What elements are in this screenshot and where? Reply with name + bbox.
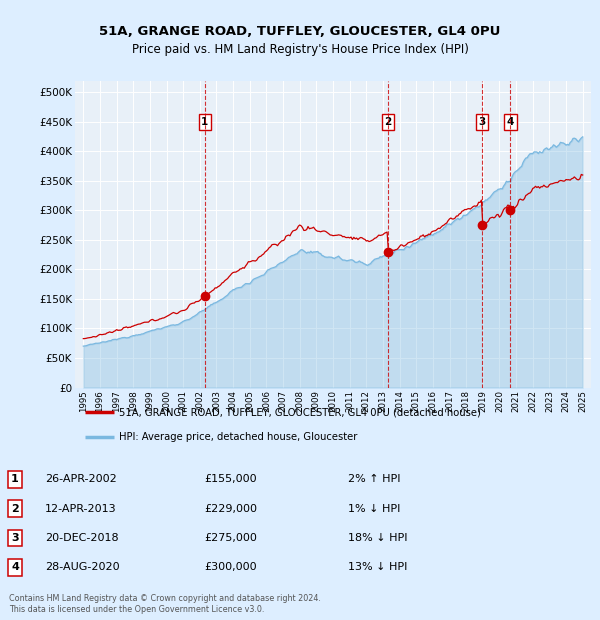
Text: 26-APR-2002: 26-APR-2002 xyxy=(45,474,117,484)
Text: 18% ↓ HPI: 18% ↓ HPI xyxy=(348,533,407,543)
Text: 1: 1 xyxy=(201,117,208,127)
Text: Contains HM Land Registry data © Crown copyright and database right 2024.: Contains HM Land Registry data © Crown c… xyxy=(9,595,321,603)
Text: 2: 2 xyxy=(385,117,392,127)
Text: 3: 3 xyxy=(478,117,485,127)
Text: 1: 1 xyxy=(11,474,19,484)
Text: £155,000: £155,000 xyxy=(204,474,257,484)
Text: Price paid vs. HM Land Registry's House Price Index (HPI): Price paid vs. HM Land Registry's House … xyxy=(131,43,469,56)
Text: 1% ↓ HPI: 1% ↓ HPI xyxy=(348,503,400,514)
Text: £275,000: £275,000 xyxy=(204,533,257,543)
Text: 12-APR-2013: 12-APR-2013 xyxy=(45,503,116,514)
Text: HPI: Average price, detached house, Gloucester: HPI: Average price, detached house, Glou… xyxy=(119,432,357,442)
Text: 2: 2 xyxy=(11,503,19,514)
Text: 4: 4 xyxy=(506,117,514,127)
Text: 13% ↓ HPI: 13% ↓ HPI xyxy=(348,562,407,572)
Text: 28-AUG-2020: 28-AUG-2020 xyxy=(45,562,119,572)
Text: £300,000: £300,000 xyxy=(204,562,257,572)
Text: 51A, GRANGE ROAD, TUFFLEY, GLOUCESTER, GL4 0PU (detached house): 51A, GRANGE ROAD, TUFFLEY, GLOUCESTER, G… xyxy=(119,407,481,417)
Text: 2% ↑ HPI: 2% ↑ HPI xyxy=(348,474,401,484)
Text: £229,000: £229,000 xyxy=(204,503,257,514)
Text: 3: 3 xyxy=(11,533,19,543)
Text: 20-DEC-2018: 20-DEC-2018 xyxy=(45,533,119,543)
Text: This data is licensed under the Open Government Licence v3.0.: This data is licensed under the Open Gov… xyxy=(9,605,265,614)
Text: 51A, GRANGE ROAD, TUFFLEY, GLOUCESTER, GL4 0PU: 51A, GRANGE ROAD, TUFFLEY, GLOUCESTER, G… xyxy=(100,25,500,38)
Text: 4: 4 xyxy=(11,562,19,572)
